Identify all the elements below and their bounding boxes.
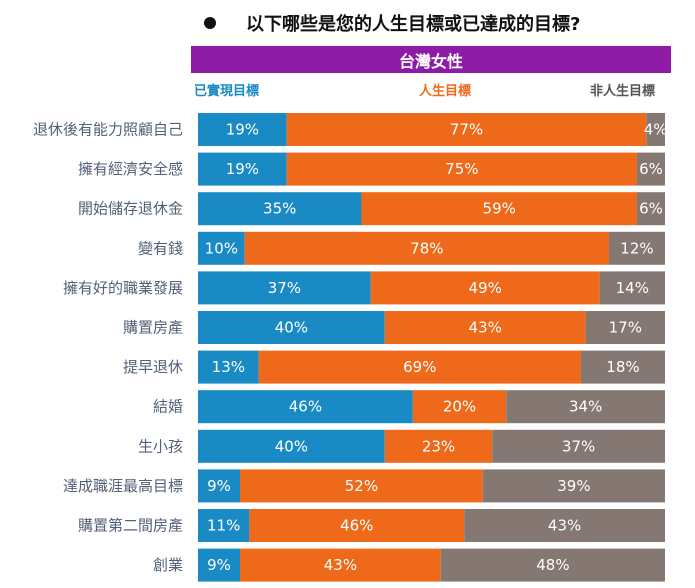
category-label: 創業	[153, 556, 183, 574]
bar-segment-achieved	[198, 152, 287, 186]
category-label: 提早退休	[123, 358, 183, 376]
data-label-achieved: 37%	[268, 279, 301, 297]
bar-segment-life-goal	[370, 271, 600, 305]
legend-not-goal: 非人生目標	[590, 84, 656, 99]
bar-segment-not-goal	[482, 469, 665, 503]
data-label-achieved: 19%	[226, 121, 259, 139]
bar-segment-achieved	[198, 469, 241, 503]
bar-segment-life-goal	[240, 469, 483, 503]
data-label-life-goal: 23%	[422, 437, 455, 455]
bar-segment-life-goal	[412, 390, 507, 424]
data-label-achieved: 40%	[275, 319, 308, 337]
data-label-not-goal: 39%	[557, 477, 590, 495]
bar-segment-not-goal	[580, 350, 665, 384]
bar-segment-life-goal	[244, 231, 609, 265]
bar-segment-not-goal	[636, 152, 665, 186]
data-label-achieved: 46%	[289, 398, 322, 416]
bar-segment-achieved	[198, 192, 362, 226]
bar-segment-achieved	[198, 231, 245, 265]
data-label-life-goal: 59%	[483, 200, 516, 218]
data-label-achieved: 19%	[226, 160, 259, 178]
category-label: 退休後有能力照顧自己	[33, 121, 183, 139]
bullet-icon	[204, 17, 216, 29]
category-label: 購置第二間房產	[78, 517, 183, 535]
data-label-not-goal: 18%	[606, 358, 639, 376]
bar-segment-life-goal	[258, 350, 581, 384]
bar-segment-life-goal	[384, 311, 586, 344]
data-label-life-goal: 77%	[450, 121, 483, 139]
chart-title-text: 以下哪些是您的人生目標或已達成的目標?	[246, 14, 581, 35]
group-label-band: 台灣女性	[191, 46, 671, 73]
category-label: 結婚	[153, 398, 183, 416]
data-label-achieved: 11%	[207, 517, 240, 535]
bar-segment-achieved	[198, 390, 413, 424]
bar-segment-life-goal	[384, 429, 493, 463]
data-label-achieved: 40%	[275, 437, 308, 455]
bar-segment-life-goal	[361, 192, 637, 226]
legend-achieved: 已實現目標	[194, 84, 260, 99]
category-label: 購置房產	[123, 319, 183, 337]
bar-segment-not-goal	[506, 390, 665, 424]
data-label-life-goal: 52%	[345, 477, 378, 495]
category-label: 生小孩	[138, 437, 183, 455]
data-label-achieved: 9%	[207, 477, 231, 495]
bar-segment-life-goal	[249, 509, 465, 542]
bar-segment-not-goal	[492, 429, 665, 463]
bar-segment-achieved	[198, 350, 259, 384]
category-label: 達成職涯最高目標	[63, 477, 183, 495]
data-label-life-goal: 75%	[445, 160, 478, 178]
data-label-not-goal: 43%	[548, 517, 581, 535]
data-label-life-goal: 78%	[410, 239, 443, 257]
bar-segment-not-goal	[585, 311, 665, 344]
bar-segment-not-goal	[646, 113, 665, 146]
data-label-not-goal: 12%	[620, 239, 653, 257]
data-label-not-goal: 48%	[536, 556, 569, 574]
bar-segment-not-goal	[608, 231, 665, 265]
bar-segment-not-goal	[636, 192, 665, 226]
bar-segment-life-goal	[240, 548, 441, 582]
category-label: 擁有好的職業發展	[63, 279, 183, 297]
data-label-not-goal: 37%	[562, 437, 595, 455]
bar-segment-life-goal	[286, 152, 637, 186]
legend-life-goal: 人生目標	[419, 84, 472, 99]
category-label: 變有錢	[138, 239, 183, 257]
data-label-achieved: 13%	[212, 358, 245, 376]
category-label: 擁有經濟安全感	[78, 160, 183, 178]
data-label-not-goal: 4%	[644, 121, 668, 139]
bar-segment-not-goal	[599, 271, 665, 305]
data-label-not-goal: 6%	[639, 200, 663, 218]
bar-segment-achieved	[198, 429, 385, 463]
bar-segment-achieved	[198, 271, 371, 305]
bar-segment-not-goal	[464, 509, 665, 542]
data-label-life-goal: 43%	[469, 319, 502, 337]
bar-segment-achieved	[198, 548, 241, 582]
data-label-achieved: 9%	[207, 556, 231, 574]
bar-segment-not-goal	[440, 548, 665, 582]
category-label: 開始儲存退休金	[78, 200, 183, 218]
bar-segment-achieved	[198, 311, 385, 344]
data-label-life-goal: 20%	[443, 398, 476, 416]
data-label-life-goal: 46%	[340, 517, 373, 535]
bar-segment-achieved	[198, 113, 287, 146]
data-label-not-goal: 17%	[609, 319, 642, 337]
data-label-life-goal: 43%	[324, 556, 357, 574]
data-label-not-goal: 14%	[616, 279, 649, 297]
data-label-achieved: 10%	[205, 239, 238, 257]
data-label-achieved: 35%	[263, 200, 296, 218]
data-label-life-goal: 49%	[469, 279, 502, 297]
data-label-life-goal: 69%	[403, 358, 436, 376]
data-label-not-goal: 34%	[569, 398, 602, 416]
data-label-not-goal: 6%	[639, 160, 663, 178]
bar-segment-life-goal	[286, 113, 647, 146]
chart-title: 以下哪些是您的人生目標或已達成的目標?	[0, 6, 695, 36]
bar-segment-achieved	[198, 509, 250, 542]
